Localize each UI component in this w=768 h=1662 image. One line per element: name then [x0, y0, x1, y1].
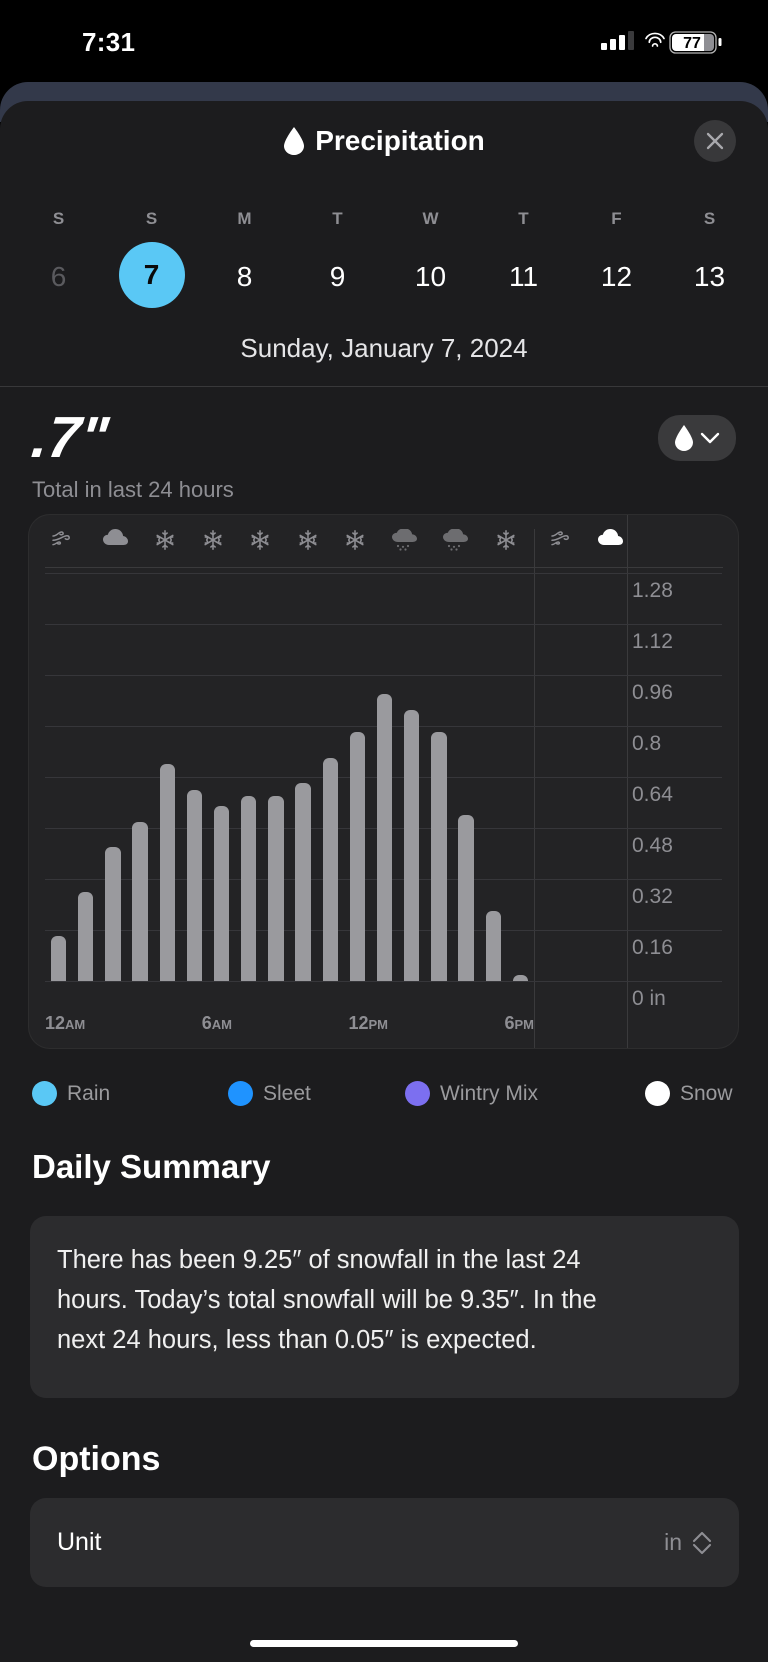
svg-text:77: 77	[683, 35, 701, 52]
